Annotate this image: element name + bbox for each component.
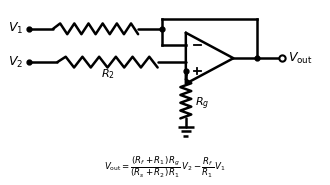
Text: $V_{\mathrm{out}} = \dfrac{(R_f + R_1)\,R_g}{(R_s + R_2)\,R_1}\,V_2 - \dfrac{R_f: $V_{\mathrm{out}} = \dfrac{(R_f + R_1)\,…	[104, 155, 226, 180]
Text: $R_g$: $R_g$	[194, 96, 209, 112]
Text: $V_{\mathrm{out}}$: $V_{\mathrm{out}}$	[288, 51, 313, 66]
Text: $V_2$: $V_2$	[8, 55, 23, 70]
Text: $V_1$: $V_1$	[8, 21, 23, 36]
Text: $R_2$: $R_2$	[101, 67, 115, 81]
